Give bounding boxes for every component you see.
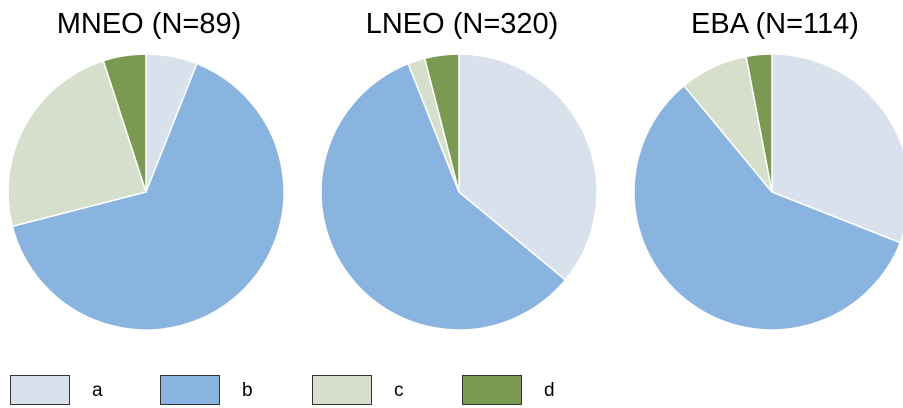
legend-label: a bbox=[92, 380, 103, 401]
pie-chart-svg bbox=[7, 53, 285, 331]
pie-slice-b bbox=[633, 84, 902, 331]
pie-chart-svg bbox=[633, 53, 903, 331]
pie-slice-b bbox=[11, 62, 285, 331]
pie-chart-mneo: MNEO (N=89) bbox=[4, 0, 294, 340]
pie-chart-lneo: LNEO (N=320) bbox=[317, 0, 607, 340]
legend: a b c d bbox=[10, 374, 610, 408]
pie-slice-c bbox=[7, 59, 147, 228]
legend-label: c bbox=[394, 380, 404, 401]
chart-title: EBA (N=114) bbox=[691, 8, 859, 40]
pie-slice-a bbox=[771, 53, 903, 244]
pie-slice-d bbox=[102, 53, 147, 193]
pie-slice-d bbox=[423, 53, 460, 193]
legend-swatch-a bbox=[10, 375, 70, 405]
legend-swatch-b bbox=[160, 375, 220, 405]
chart-title: MNEO (N=89) bbox=[56, 8, 242, 40]
legend-swatch-d bbox=[462, 375, 522, 405]
pie-slice-a bbox=[458, 53, 598, 282]
pie-slice-d bbox=[745, 53, 773, 193]
pie-chart-eba: EBA (N=114) bbox=[630, 0, 903, 340]
pie-slice-b bbox=[320, 62, 567, 331]
legend-label: b bbox=[242, 380, 253, 401]
legend-swatch-c bbox=[312, 375, 372, 405]
pie-chart-svg bbox=[320, 53, 598, 331]
legend-label: d bbox=[544, 380, 555, 401]
chart-title: LNEO (N=320) bbox=[365, 8, 559, 40]
